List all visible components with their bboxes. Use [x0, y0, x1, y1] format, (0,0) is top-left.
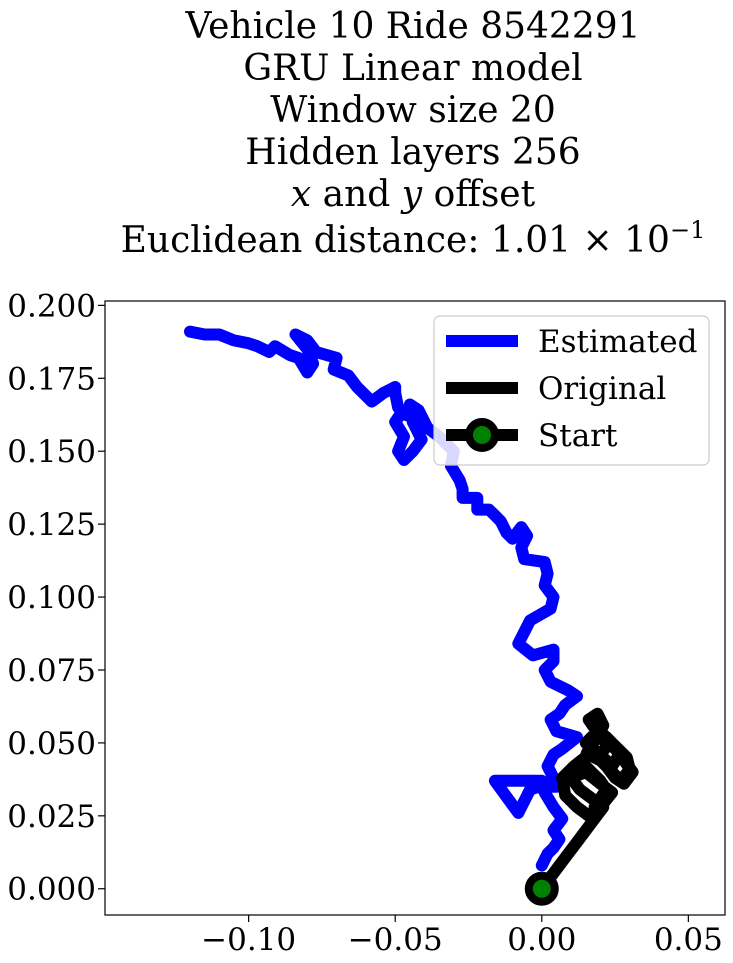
series-line-estimated: [184, 325, 583, 872]
title-line-2: GRU Linear model: [243, 48, 582, 89]
x-tick-label: −0.05: [348, 922, 443, 958]
plot-frame: [104, 300, 726, 916]
title-distance-times: × 10: [571, 220, 670, 261]
title-offset-x: x: [291, 174, 311, 215]
y-tick-label: 0.050: [7, 726, 96, 762]
title-line-4: Hidden layers 256: [245, 132, 580, 173]
title-line-6: Euclidean distance: 1.01 × 10−1: [121, 216, 706, 261]
legend-start-swatch-marker: [465, 418, 499, 452]
x-tick-label: 0.05: [654, 922, 723, 958]
series-line-original: [535, 707, 639, 895]
chart-title: Vehicle 10 Ride 8542291 GRU Linear model…: [121, 6, 706, 261]
y-tick-label: 0.125: [7, 507, 96, 543]
y-tick-label: 0.175: [7, 361, 96, 397]
legend-box: [433, 315, 710, 466]
x-tick-label: −0.10: [201, 922, 296, 958]
y-axis: 0.000 0.025 0.050 0.075 0.100 0.125 0.150 0.175…: [7, 288, 105, 908]
y-tick-label: 0.100: [7, 580, 96, 616]
legend-original-label: Original: [538, 371, 666, 407]
legend: Estimated Original Start: [433, 315, 710, 466]
title-line-5: x and y offset: [291, 174, 536, 215]
title-line-1: Vehicle 10 Ride 8542291: [184, 6, 640, 47]
title-offset-rest: offset: [422, 174, 535, 215]
x-axis: −0.10 −0.05 0.00 0.05: [201, 915, 723, 958]
title-offset-y: y: [400, 174, 423, 215]
legend-start-label: Start: [538, 418, 618, 454]
y-tick-label: 0.075: [7, 653, 96, 689]
y-tick-label: 0.025: [7, 799, 96, 835]
title-distance-prefix: Euclidean distance: 1.01: [121, 220, 571, 261]
title-distance-exponent: −1: [670, 216, 705, 244]
x-tick-label: 0.00: [507, 922, 576, 958]
legend-estimated-label: Estimated: [538, 324, 697, 360]
title-line-3: Window size 20: [270, 90, 556, 131]
y-tick-label: 0.150: [7, 434, 96, 470]
series-layer: [184, 325, 639, 906]
y-tick-label: 0.200: [7, 288, 96, 324]
start-marker: [524, 871, 559, 906]
title-offset-and: and: [311, 174, 402, 215]
y-tick-label: 0.000: [7, 872, 96, 908]
